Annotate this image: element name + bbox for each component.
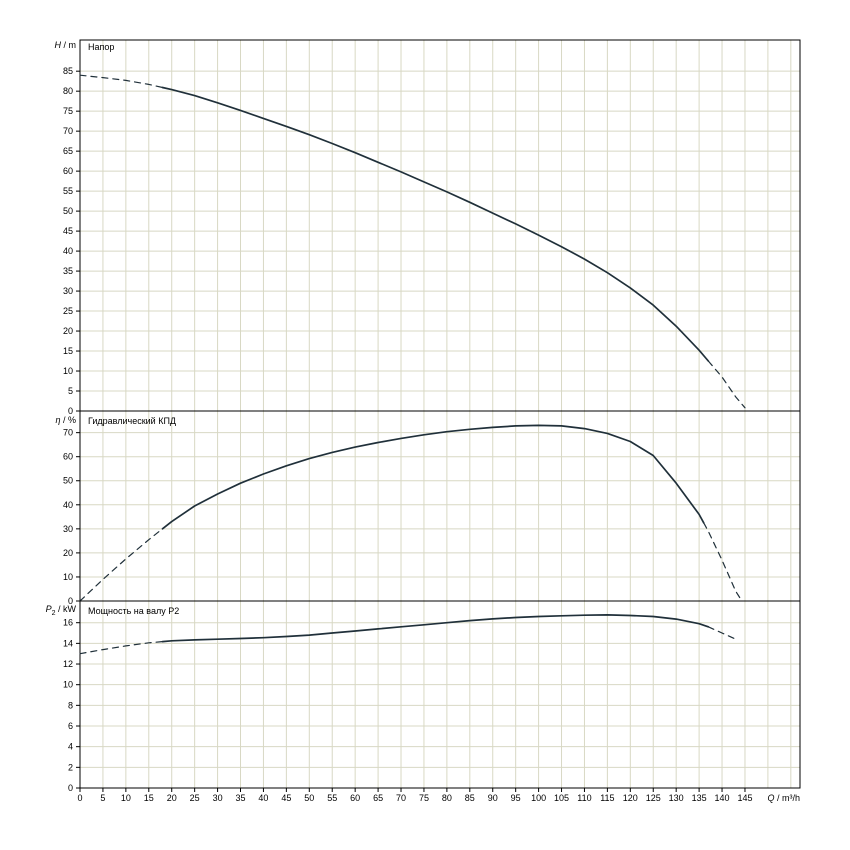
y-tick-label: 35 — [63, 266, 73, 276]
y-tick-label: 45 — [63, 226, 73, 236]
x-tick-label: 20 — [167, 793, 177, 803]
x-tick-label: 25 — [190, 793, 200, 803]
x-tick-label: 105 — [554, 793, 569, 803]
y-tick-label: 10 — [63, 680, 73, 690]
y-tick-label: 70 — [63, 428, 73, 438]
y-axis-label-head: H / m — [4, 40, 77, 50]
plot-title-head: Напор — [88, 42, 115, 52]
x-tick-label: 125 — [646, 793, 661, 803]
curve-solid-segment — [161, 614, 710, 643]
y-tick-label: 20 — [63, 548, 73, 558]
y-axis-variable-efficiency: η — [55, 415, 61, 425]
y-tick-label: 40 — [63, 500, 73, 510]
curve-dashed-segment — [703, 522, 741, 600]
y-tick-label: 0 — [68, 783, 73, 793]
y-tick-label: 4 — [68, 742, 73, 752]
x-tick-label: 140 — [715, 793, 730, 803]
y-tick-label: 85 — [63, 66, 73, 76]
y-axis-unit-power: / kW — [55, 604, 76, 614]
x-axis-variable: Q — [767, 793, 775, 803]
x-axis-unit: / m³/h — [774, 793, 800, 803]
plot-border — [79, 600, 801, 789]
x-tick-label: 85 — [465, 793, 475, 803]
y-tick-label: 40 — [63, 246, 73, 256]
x-tick-label: 90 — [488, 793, 498, 803]
x-tick-label: 55 — [327, 793, 337, 803]
x-tick-label: 40 — [258, 793, 268, 803]
y-tick-label: 0 — [68, 596, 73, 606]
x-tick-label: 50 — [304, 793, 314, 803]
y-tick-label: 10 — [63, 366, 73, 376]
y-axis-unit-head: / m — [61, 40, 77, 50]
y-tick-label: 80 — [63, 86, 73, 96]
curve-dashed-segment — [707, 360, 746, 409]
curve-solid-segment — [161, 86, 710, 362]
x-tick-label: 120 — [623, 793, 638, 803]
x-tick-label: 110 — [577, 793, 591, 803]
y-tick-label: 12 — [63, 659, 73, 669]
y-tick-label: 30 — [63, 524, 73, 534]
y-tick-label: 60 — [63, 166, 73, 176]
y-tick-label: 20 — [63, 326, 73, 336]
y-tick-label: 60 — [63, 452, 73, 462]
y-tick-label: 16 — [63, 618, 73, 628]
y-tick-label: 65 — [63, 146, 73, 156]
x-tick-label: 0 — [77, 793, 82, 803]
x-tick-label: 130 — [669, 793, 684, 803]
x-tick-label: 60 — [350, 793, 360, 803]
plot-1: 0 5 10 15 20 25 30 35 40 45 50 55 60 65 70 75 80 85 — [63, 39, 801, 416]
y-tick-label: 6 — [68, 721, 73, 731]
x-tick-label: 115 — [600, 793, 614, 803]
curve-dashed-segment — [707, 626, 737, 640]
curve-solid-segment — [161, 424, 705, 530]
x-tick-label: 15 — [144, 793, 154, 803]
y-tick-label: 55 — [63, 186, 73, 196]
x-tick-label: 145 — [737, 793, 752, 803]
curve-dashed-segment — [79, 74, 164, 89]
plot-2: 0 10 20 30 40 50 60 70 — [63, 410, 801, 606]
y-tick-label: 2 — [68, 762, 73, 772]
y-tick-label: 30 — [63, 286, 73, 296]
x-tick-label: 75 — [419, 793, 429, 803]
y-tick-label: 5 — [68, 386, 73, 396]
x-tick-label: 30 — [213, 793, 223, 803]
y-tick-label: 8 — [68, 700, 73, 710]
y-tick-label: 10 — [63, 572, 73, 582]
x-tick-label: 65 — [373, 793, 383, 803]
x-tick-label: 70 — [396, 793, 406, 803]
y-tick-label: 70 — [63, 126, 73, 136]
y-tick-label: 50 — [63, 206, 73, 216]
x-axis: 0 5 10 15 20 25 30 35 40 45 50 55 60 65 70 75 80 85 90 95 10… — [77, 788, 752, 803]
x-tick-label: 95 — [511, 793, 521, 803]
x-axis-label: Q / m³/h — [700, 793, 800, 803]
x-tick-label: 80 — [442, 793, 452, 803]
x-tick-label: 35 — [236, 793, 246, 803]
y-tick-label: 50 — [63, 476, 73, 486]
plot-3: 0 2 4 6 8 10 12 14 16 — [63, 600, 801, 793]
plot-title-power: Мощность на валу P2 — [88, 606, 180, 616]
y-axis-variable-power: P — [45, 604, 52, 614]
curve-dashed-segment — [79, 528, 164, 602]
y-tick-label: 0 — [68, 406, 73, 416]
y-axis-label-efficiency: η / % — [4, 415, 76, 425]
y-axis-unit-efficiency: / % — [60, 415, 76, 425]
y-axis-subscript-power: 2 — [51, 609, 56, 617]
y-axis-variable-head: H — [54, 40, 62, 50]
x-tick-label: 45 — [281, 793, 291, 803]
x-tick-label: 135 — [692, 793, 707, 803]
y-tick-label: 25 — [63, 306, 73, 316]
plot-title-efficiency: Гидравлический КПД — [88, 416, 177, 426]
curve-dashed-segment — [79, 641, 164, 655]
x-tick-label: 100 — [531, 793, 546, 803]
plot-border — [79, 39, 801, 412]
x-tick-label: 10 — [121, 793, 131, 803]
y-tick-label: 14 — [63, 638, 73, 648]
y-tick-label: 75 — [63, 106, 73, 116]
y-tick-label: 15 — [63, 346, 73, 356]
y-axis-label-power: P2 / kW — [4, 604, 76, 619]
x-tick-label: 5 — [100, 793, 105, 803]
